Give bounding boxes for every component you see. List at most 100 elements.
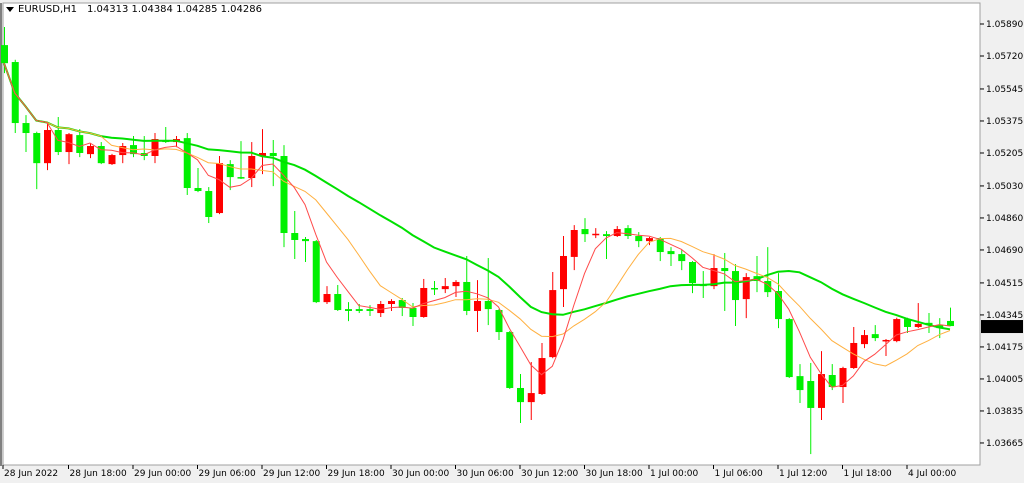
candle [914,303,922,329]
candle [807,362,815,455]
candle-body [527,393,535,403]
candle [506,330,514,389]
candle [785,318,793,379]
candle-body [850,342,858,369]
candle [850,326,858,369]
candle-body [796,376,804,391]
y-tick-label: 1.05545 [986,85,1023,95]
candle [237,141,245,179]
candle-body [291,233,299,240]
candle-body [248,155,256,179]
candle-body [345,309,352,311]
candle [796,364,804,404]
candle-body [710,268,718,287]
y-tick-label: 1.05205 [986,149,1023,159]
candle [44,122,51,171]
candle-body [312,241,320,303]
y-tick-label: 1.04860 [986,214,1023,224]
candle-body [205,191,213,218]
y-tick-label: 1.05720 [986,52,1023,62]
candle [452,280,460,298]
candle [474,280,481,333]
candle [764,247,772,298]
candle [431,281,438,295]
candle-body [775,291,782,320]
candle [818,351,825,420]
plot-area[interactable] [2,2,981,466]
candle-body [592,233,600,236]
candle-body [549,290,557,358]
candle [345,302,352,322]
candle-body [388,300,395,305]
candle-body [484,300,492,310]
candle [97,142,105,165]
candle-body [721,268,729,272]
candle-body [259,152,266,156]
candle-body [194,188,202,192]
x-tick-label: 30 Jun 18:00 [586,469,643,479]
candle-body [828,374,836,388]
time-axis[interactable]: 28 Jun 2022 28 Jun 18:00 29 Jun 00:00 29 Ju… [2,465,957,479]
ohlc-values: 1.04313 1.04384 1.04285 1.04286 [87,4,262,15]
candle-body [22,123,30,134]
candle-body [76,135,84,153]
ma-mid-line [3,63,951,367]
candle-body [656,238,664,253]
candle-body [44,130,51,164]
x-tick-label: 30 Jun 12:00 [521,469,578,479]
candle [205,187,213,224]
candle [624,225,632,240]
current-price-tag-bg [981,320,1023,334]
candle [678,250,686,271]
candle-body [226,164,234,178]
y-tick-label: 1.04345 [986,311,1023,321]
candle-body [355,309,363,311]
candle [420,278,428,318]
x-tick-label: 29 Jun 18:00 [328,469,385,479]
candle-body [280,155,288,234]
candle-body [689,262,696,284]
candle [76,129,84,158]
candle-body [474,300,481,311]
price-axis[interactable]: 1.05890 1.05720 1.05545 1.05375 1.05205 1.050… [980,20,1023,449]
candle [893,317,901,343]
x-tick-label: 1 Jul 12:00 [779,469,828,479]
triangle-down-icon[interactable] [6,7,14,12]
candle-body [871,334,879,339]
y-tick-label: 1.05890 [986,20,1023,30]
candle-body [839,368,847,388]
candle-body [323,294,331,303]
x-tick-label: 4 Jul 00:00 [908,469,957,479]
candle-body [420,287,428,317]
current-price-tag: 1.04286 [981,320,1023,334]
candle-body [495,310,503,333]
candle-body [904,319,911,327]
candle-body [216,163,223,214]
candle [334,284,342,311]
x-tick-label: 1 Jul 18:00 [844,469,893,479]
candle-body [882,339,890,342]
candle [248,142,256,188]
symbol-timeframe: EURUSD,H1 [18,4,78,15]
candle [495,309,503,340]
candle-body [667,251,675,255]
candle-body [506,332,514,388]
x-tick-label: 29 Jun 06:00 [199,469,256,479]
candle [882,339,890,356]
candle-body [302,239,309,242]
candle-body [97,146,105,164]
x-tick-label: 30 Jun 00:00 [392,469,449,479]
candle [87,143,94,159]
candle [871,325,879,342]
candle-body [635,236,643,242]
candle [732,264,739,327]
candle-body [914,323,922,327]
candle [484,258,492,326]
candle [108,153,116,166]
candle-body [560,255,567,290]
candle [635,232,643,248]
x-tick-label: 29 Jun 12:00 [263,469,320,479]
candle-body [947,320,954,327]
candle [570,225,578,271]
